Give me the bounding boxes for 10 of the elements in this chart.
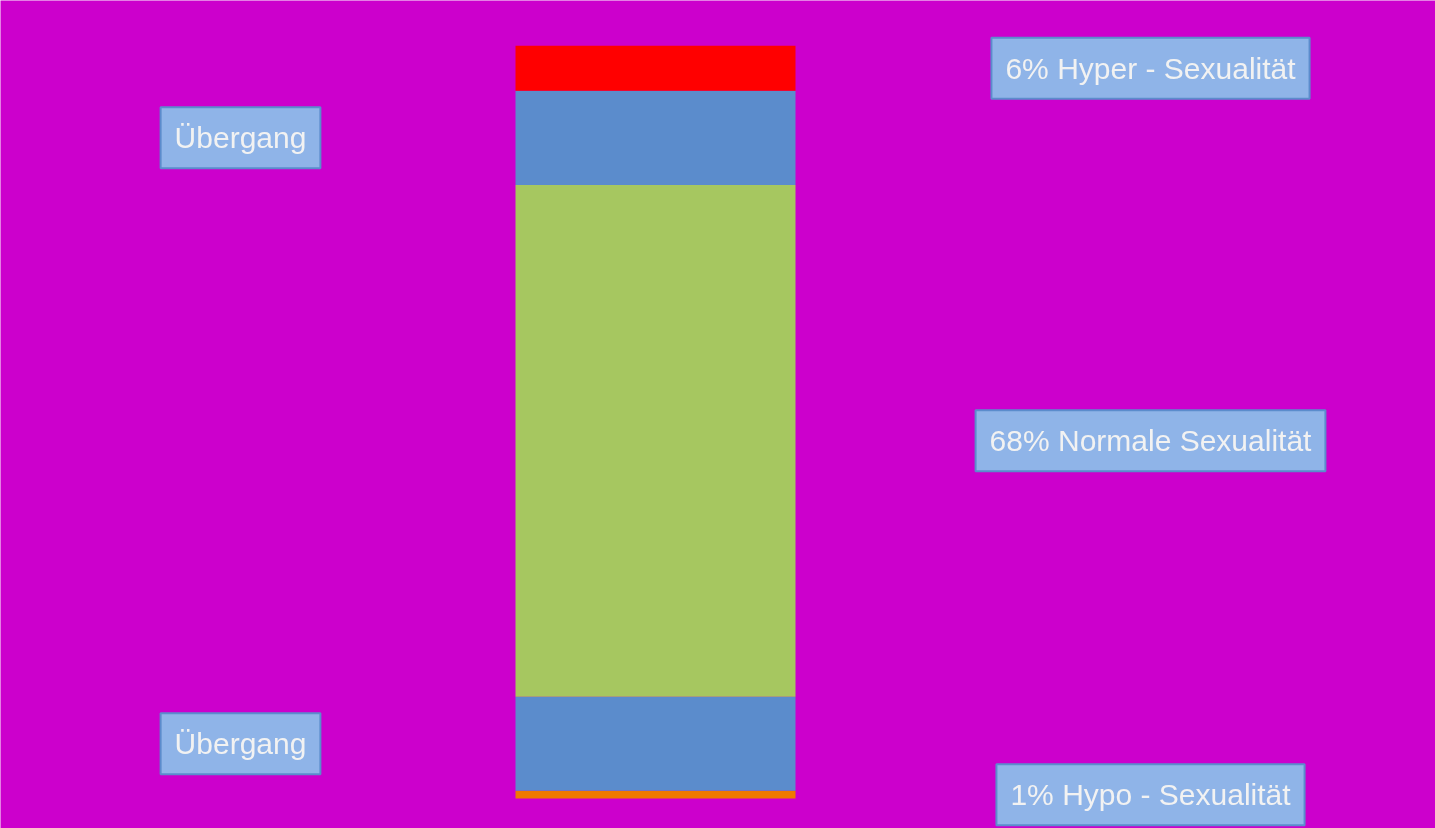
text: Übergang xyxy=(174,727,307,761)
text: Übergang xyxy=(174,121,307,155)
bar xyxy=(515,696,796,791)
bar xyxy=(515,790,796,799)
text: 68% Normale Sexualität xyxy=(989,424,1313,458)
text: 6% Hyper - Sexualität xyxy=(1005,51,1297,85)
text: 1% Hypo - Sexualität xyxy=(1010,778,1292,812)
bar xyxy=(515,45,796,91)
bar xyxy=(515,184,796,697)
bar xyxy=(515,90,796,185)
